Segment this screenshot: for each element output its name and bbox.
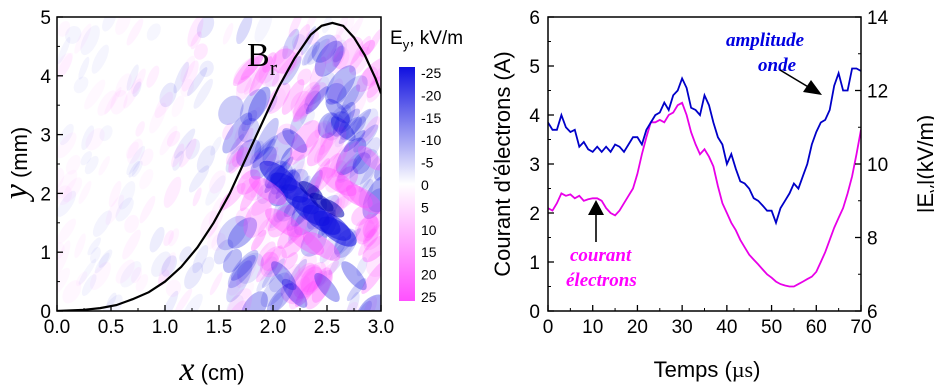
line-y-axis-left: 0 1 2 3 4 5 6 [529, 8, 554, 323]
line-y2-axis-label: |Ev|(kV/m) [913, 115, 934, 213]
line-y-axis-right: 6 8 10 12 14 [855, 8, 889, 323]
colorbar-title: Ey, kV/m [390, 28, 463, 52]
colorbar-gradient [399, 67, 415, 301]
heatmap-y-tick: 2 [40, 184, 51, 205]
br-curve-label: Br [247, 37, 278, 80]
heatmap-y-tick: 4 [40, 67, 51, 88]
heatmap-x-tick: 2.0 [260, 317, 286, 338]
line-x-tick: 0 [543, 317, 554, 338]
heatmap-y-tick: 0 [40, 302, 51, 323]
colorbar: Ey, kV/m -25 -20 -15 -10 -5 0 5 10 15 20 25 [390, 28, 463, 305]
line-x-tick: 50 [761, 317, 782, 338]
series-amplitude-onde [548, 67, 861, 226]
line-x-tick: 70 [850, 317, 871, 338]
line-y2-tick: 8 [867, 229, 878, 250]
heatmap-y-tick: 1 [40, 243, 51, 264]
colorbar-tick: -20 [421, 87, 441, 103]
colorbar-tick: -25 [421, 65, 441, 81]
heatmap-x-tick: 3.0 [368, 317, 394, 338]
line-x-tick: 10 [582, 317, 603, 338]
heatmap-panel: 0.0 0.5 1.0 1.5 2.0 2.5 3.0 0 1 2 3 4 5 Br x (cm) y… [0, 8, 394, 385]
line-y-axis-label: Courant d'électrons (A) [490, 51, 515, 277]
line-x-tick: 60 [806, 317, 827, 338]
colorbar-tick: 10 [421, 222, 437, 238]
heatmap-x-tick: 1.5 [206, 317, 232, 338]
annotation-courant-line2: électrons [566, 270, 637, 291]
heatmap-y-axis: 0 1 2 3 4 5 [40, 8, 63, 323]
colorbar-tick: 25 [421, 289, 437, 305]
line-y2-tick: 6 [867, 302, 878, 323]
colorbar-tick: 20 [421, 267, 437, 283]
line-frame [547, 16, 862, 312]
annotation-amplitude-line2: onde [758, 55, 797, 76]
arrow-amplitude [779, 69, 822, 95]
line-y-tick: 5 [529, 57, 540, 78]
br-curve [57, 21, 381, 311]
colorbar-tick: 5 [421, 199, 429, 215]
colorbar-tick: -5 [421, 155, 434, 171]
line-x-tick: 20 [627, 317, 648, 338]
colorbar-tick: -15 [421, 110, 441, 126]
line-y2-tick: 12 [867, 82, 888, 103]
annotation-amplitude-line1: amplitude [726, 30, 805, 51]
heatmap-y-tick: 5 [40, 8, 51, 29]
heatmap-y-tick: 3 [40, 126, 51, 147]
line-y2-tick: 14 [867, 8, 889, 29]
colorbar-ticks: -25 -20 -15 -10 -5 0 5 10 15 20 25 [421, 65, 441, 305]
heatmap-field [57, 17, 381, 311]
line-y-tick: 3 [529, 155, 540, 176]
line-y-tick: 0 [529, 302, 540, 323]
heatmap-x-axis: 0.0 0.5 1.0 1.5 2.0 2.5 3.0 [44, 305, 394, 338]
series-courant-electrons [548, 101, 861, 288]
heatmap-x-tick: 1.0 [152, 317, 178, 338]
colorbar-tick: 15 [421, 244, 437, 260]
line-x-axis-label: Temps (µs) [654, 357, 761, 382]
heatmap-x-axis-label: x (cm) [178, 351, 244, 385]
colorbar-tick: 0 [421, 177, 429, 193]
annotation-courant-line1: courant [570, 245, 632, 266]
heatmap-x-tick: 0.5 [98, 317, 124, 338]
heatmap-y-axis-label: y (mm) [0, 127, 35, 203]
line-y-tick: 1 [529, 253, 540, 274]
line-y-tick: 2 [529, 204, 540, 225]
heatmap-x-tick: 2.5 [314, 317, 340, 338]
heatmap-x-tick: 0.0 [44, 317, 70, 338]
line-y-tick: 6 [529, 8, 540, 29]
colorbar-tick: -10 [421, 132, 441, 148]
line-x-axis: 0 10 20 30 40 50 60 70 [543, 305, 872, 338]
line-y2-tick: 10 [867, 155, 888, 176]
line-x-tick: 30 [672, 317, 693, 338]
arrow-courant [588, 200, 604, 242]
line-x-tick: 40 [716, 317, 737, 338]
line-y-tick: 4 [529, 106, 540, 127]
